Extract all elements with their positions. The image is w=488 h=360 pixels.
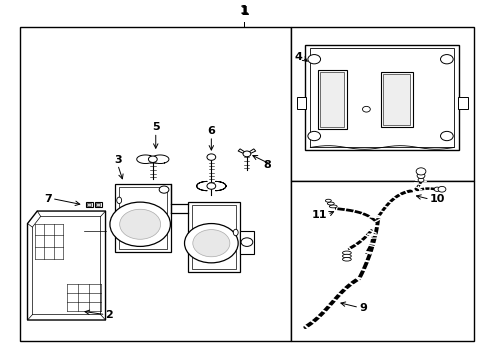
Bar [290,27,473,181]
Ellipse shape [325,199,330,202]
Bar [380,72,412,127]
Circle shape [120,209,160,239]
Circle shape [243,151,250,157]
Circle shape [307,131,320,141]
Circle shape [417,178,423,182]
Circle shape [362,106,369,112]
Bar [310,49,453,147]
Circle shape [184,224,238,263]
Circle shape [110,202,170,246]
Circle shape [241,238,252,246]
Polygon shape [196,181,207,191]
Text: 8: 8 [263,159,271,170]
Bar [239,231,254,254]
Bar [96,203,100,206]
Ellipse shape [233,229,238,236]
Circle shape [148,156,157,162]
Text: 7: 7 [44,194,52,203]
Ellipse shape [342,251,350,255]
Circle shape [206,183,215,189]
Text: 11: 11 [311,210,327,220]
Polygon shape [215,181,225,191]
Polygon shape [27,211,105,320]
Bar [383,73,409,125]
Text: 9: 9 [358,302,366,312]
Ellipse shape [342,257,350,261]
Text: 1: 1 [239,4,247,17]
Text: 1: 1 [240,5,248,18]
Text: 3: 3 [114,154,122,165]
Circle shape [206,154,215,160]
Circle shape [440,131,452,141]
Ellipse shape [327,202,333,205]
Circle shape [159,186,168,193]
Circle shape [416,173,424,179]
Bar [317,70,346,129]
Text: 10: 10 [429,194,444,204]
Ellipse shape [329,205,336,208]
Bar [119,187,167,249]
Circle shape [192,230,229,257]
Circle shape [415,168,425,175]
Text: 2: 2 [105,310,113,320]
Circle shape [433,187,439,192]
Bar [457,97,467,109]
Text: 4: 4 [294,53,302,62]
Text: 5: 5 [152,122,159,132]
Text: 6: 6 [207,126,215,136]
Bar [188,202,239,272]
Bar [95,202,102,207]
Bar [86,202,93,207]
Ellipse shape [342,254,350,258]
Bar [87,203,91,206]
Bar [290,181,473,341]
Bar [296,97,306,109]
Circle shape [437,186,445,192]
Circle shape [307,55,320,64]
Polygon shape [32,216,101,315]
Bar [305,45,458,150]
Bar [320,72,344,127]
Bar [20,27,290,341]
Bar [115,184,171,252]
Circle shape [440,55,452,64]
Ellipse shape [117,197,122,203]
Bar [191,204,236,269]
